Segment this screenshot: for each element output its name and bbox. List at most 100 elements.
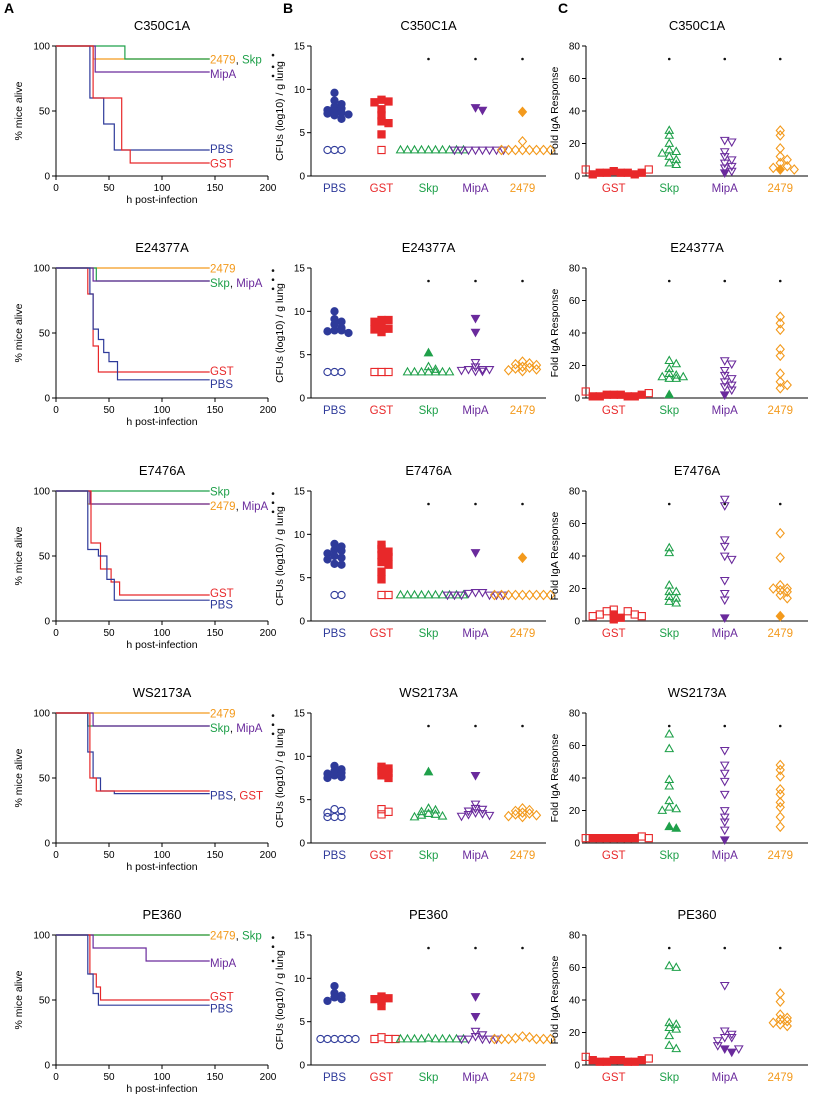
iga-data-point bbox=[768, 583, 778, 594]
survival-y-axis-label: % mice alive bbox=[13, 81, 25, 140]
cfu-data-point bbox=[531, 1033, 542, 1045]
survival-curve-label: 2479 bbox=[210, 264, 236, 276]
iga-data-point bbox=[719, 383, 730, 392]
iga-data-point bbox=[726, 162, 737, 172]
survival-x-tick-label: 200 bbox=[260, 1072, 277, 1083]
significance-star bbox=[271, 269, 275, 272]
cfu-category-label: GST bbox=[370, 405, 394, 417]
iga-data-point bbox=[616, 833, 625, 843]
cfu-data-point bbox=[456, 1035, 467, 1045]
cfu-data-point bbox=[517, 811, 528, 823]
survival-plot-title: E7476A bbox=[139, 463, 186, 478]
iga-data-point bbox=[671, 803, 682, 813]
iga-data-point bbox=[726, 381, 737, 391]
cfu-plot-title: C350C1A bbox=[400, 18, 457, 33]
survival-curve-2479 bbox=[56, 490, 210, 505]
iga-data-point bbox=[768, 1017, 778, 1029]
iga-y-tick-label: 0 bbox=[574, 1061, 580, 1072]
cfu-data-point bbox=[496, 1033, 507, 1045]
cfu-data-point bbox=[510, 589, 521, 601]
cfu-y-tick-label: 5 bbox=[299, 795, 305, 806]
survival-curve-gst bbox=[56, 934, 210, 1001]
cfu-y-axis-label: CFUs (log10) / g lung bbox=[274, 61, 286, 161]
cfu-data-point bbox=[545, 144, 556, 156]
survival-y-tick-label: 100 bbox=[33, 931, 50, 942]
iga-data-point bbox=[782, 160, 792, 172]
cfu-data-point bbox=[477, 365, 488, 375]
cfu-data-point bbox=[330, 88, 339, 97]
cfu-data-point bbox=[402, 1033, 413, 1043]
iga-data-point bbox=[664, 389, 675, 399]
cfu-data-point bbox=[370, 994, 379, 1004]
cfu-data-point bbox=[437, 144, 448, 154]
cfu-data-point bbox=[377, 1033, 386, 1042]
iga-data-point bbox=[719, 1033, 730, 1043]
cfu-data-point bbox=[524, 808, 535, 819]
iga-data-point bbox=[671, 369, 682, 379]
cfu-data-point bbox=[370, 325, 379, 334]
significance-star bbox=[271, 74, 275, 78]
iga-data-point bbox=[775, 157, 785, 169]
cfu-data-point bbox=[384, 1034, 393, 1044]
cfu-data-point bbox=[395, 589, 406, 599]
significance-star bbox=[667, 946, 671, 950]
survival-x-tick-label: 200 bbox=[260, 850, 277, 861]
iga-data-point bbox=[671, 146, 682, 156]
cfu-data-point bbox=[377, 130, 386, 139]
cfu-data-point bbox=[370, 317, 379, 326]
iga-data-point bbox=[664, 363, 675, 373]
iga-data-point bbox=[719, 596, 730, 606]
cfu-y-tick-label: 10 bbox=[294, 752, 306, 763]
iga-data-point bbox=[602, 1057, 611, 1066]
iga-y-axis-label: Fold IgA Response bbox=[549, 288, 561, 377]
survival-y-tick-label: 50 bbox=[39, 552, 51, 563]
iga-data-point bbox=[664, 821, 675, 831]
iga-data-point bbox=[644, 833, 653, 843]
survival-label-part: GST bbox=[239, 790, 263, 802]
cfu-data-point bbox=[470, 771, 481, 781]
significance-star bbox=[271, 936, 275, 939]
cfu-plot-1: E24377A 0 5 10 15 CFUs (log10) / g lung PBS GST… bbox=[274, 240, 546, 417]
survival-label-part: , bbox=[230, 278, 236, 290]
cfu-data-point bbox=[402, 144, 413, 154]
cfu-data-point bbox=[477, 810, 488, 819]
iga-data-point bbox=[726, 360, 737, 370]
cfu-data-point bbox=[384, 315, 393, 325]
significance-star bbox=[723, 279, 727, 283]
cfu-data-point bbox=[503, 1033, 514, 1045]
significance-star bbox=[271, 959, 275, 963]
cfu-y-axis-label: CFUs (log10) / g lung bbox=[274, 506, 286, 606]
cfu-data-point bbox=[323, 773, 332, 783]
iga-y-tick-label: 40 bbox=[569, 996, 581, 1007]
survival-curve-label: 2479 bbox=[210, 709, 236, 721]
cfu-data-point bbox=[337, 772, 346, 782]
cfu-y-tick-label: 15 bbox=[294, 487, 306, 498]
cfu-category-label: MipA bbox=[462, 183, 489, 195]
iga-data-point bbox=[588, 392, 597, 401]
cfu-category-label: GST bbox=[370, 183, 394, 195]
iga-plot-title: WS2173A bbox=[668, 685, 727, 700]
survival-label-part: MipA bbox=[236, 723, 263, 735]
survival-curve-mipa bbox=[56, 712, 210, 727]
cfu-data-point bbox=[531, 144, 542, 156]
cfu-y-axis-label: CFUs (log10) / g lung bbox=[274, 728, 286, 828]
survival-label-part: MipA bbox=[210, 69, 237, 81]
iga-data-point bbox=[630, 392, 639, 401]
cfu-data-point bbox=[517, 807, 528, 818]
iga-data-point bbox=[775, 584, 785, 596]
cfu-data-point bbox=[323, 145, 332, 155]
survival-y-tick-label: 0 bbox=[44, 839, 50, 850]
significance-star bbox=[667, 57, 671, 61]
iga-category-label: MipA bbox=[712, 405, 739, 417]
cfu-data-point bbox=[470, 314, 481, 324]
cfu-category-label: GST bbox=[370, 850, 394, 862]
iga-data-point bbox=[719, 153, 730, 162]
iga-y-tick-label: 40 bbox=[569, 329, 581, 340]
cfu-y-tick-label: 0 bbox=[299, 839, 305, 850]
cfu-data-point bbox=[456, 591, 467, 601]
cfu-data-point bbox=[323, 1034, 332, 1044]
survival-y-tick-label: 50 bbox=[39, 107, 51, 118]
survival-curve-gst bbox=[56, 490, 210, 596]
cfu-data-point bbox=[470, 809, 481, 818]
iga-data-point bbox=[782, 1015, 792, 1027]
